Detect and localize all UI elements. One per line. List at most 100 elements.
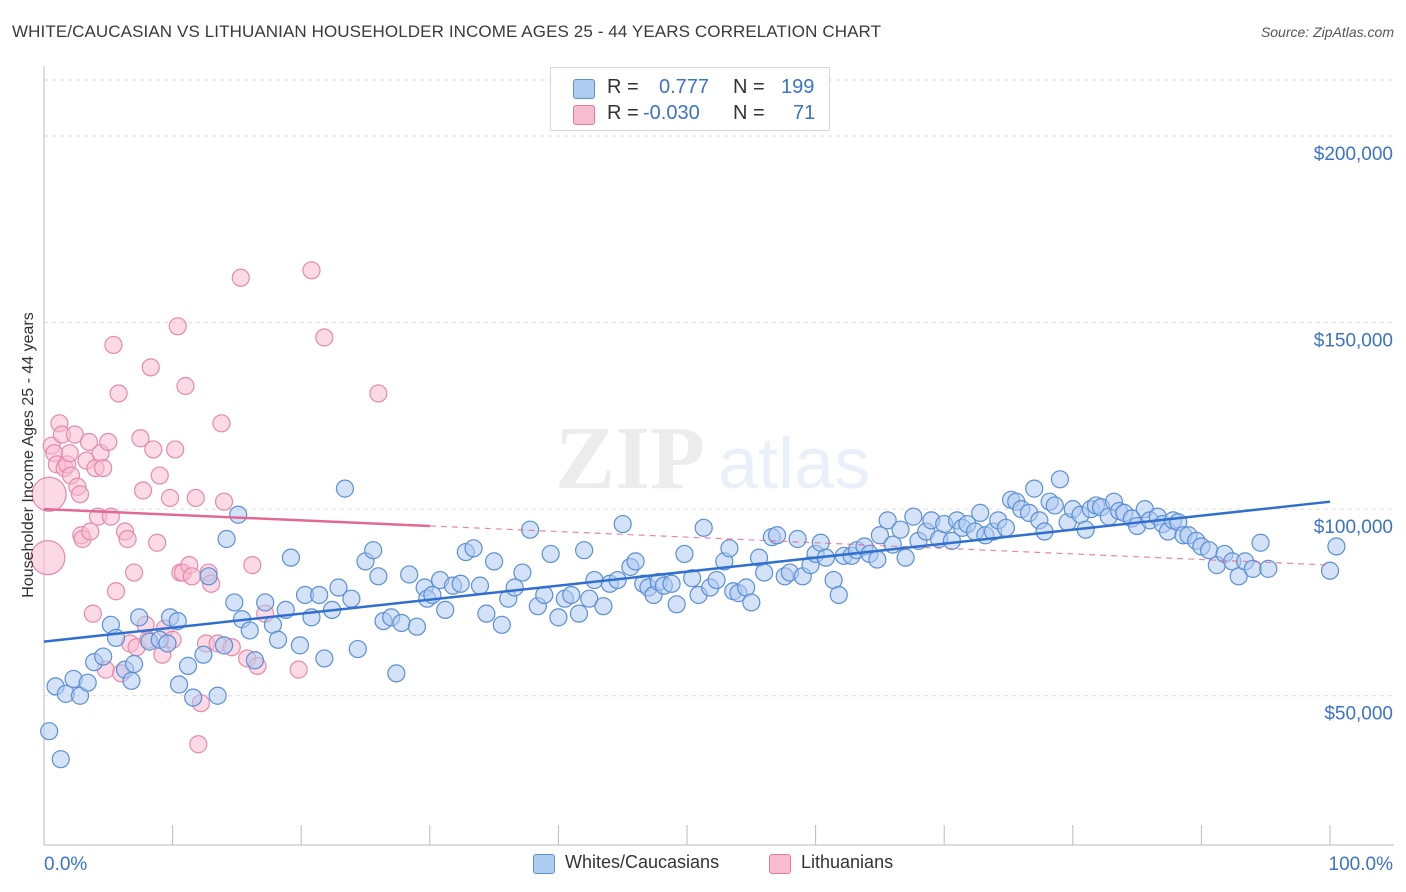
whites-point: [94, 647, 113, 666]
whites-point: [477, 604, 496, 623]
whites-point: [407, 617, 427, 636]
whites-point: [829, 585, 848, 605]
whites-point: [168, 611, 187, 631]
whites-point: [1045, 496, 1064, 515]
whites-point: [329, 578, 348, 597]
whites-point: [208, 686, 227, 705]
lithuanians-point: [189, 735, 208, 754]
whites-point: [896, 548, 915, 567]
whites-point: [1025, 479, 1044, 498]
whites-point: [240, 621, 259, 640]
whites-point: [217, 529, 236, 549]
whites-point: [594, 597, 613, 616]
whites-point: [971, 503, 990, 522]
lithuanians-point: [214, 492, 234, 511]
whites-point: [40, 722, 59, 741]
whites-point: [169, 675, 189, 694]
x-tick-label-start: 0.0%: [44, 854, 87, 875]
legend-n-label-whites: N =: [733, 76, 765, 98]
lithuanians-point: [109, 384, 128, 403]
whites-point: [178, 656, 198, 675]
whites-point: [492, 615, 511, 634]
whites-point: [290, 636, 310, 655]
lithuanians-point: [166, 440, 185, 459]
y-tick-label: $100,000: [1314, 517, 1393, 538]
lithuanians-point: [141, 358, 160, 377]
whites-point: [562, 585, 581, 605]
whites-point: [1050, 470, 1070, 489]
whites-point: [549, 608, 568, 627]
lithuanians-point: [186, 488, 205, 508]
whites-point: [662, 574, 681, 593]
y-tick-labels: $50,000 $100,000 $150,000 $200,000: [1314, 144, 1393, 725]
lithuanians-point: [168, 317, 187, 336]
legend-n-label-lithuanians: N =: [733, 102, 765, 124]
x-tick-labels: 0.0% 100.0%: [44, 854, 1393, 875]
watermark: ZIP atlas: [555, 409, 870, 508]
lithuanians-trend-dashed: [429, 525, 1331, 566]
whites-point: [310, 585, 329, 605]
whites-point: [124, 654, 144, 674]
whites-point: [626, 552, 645, 571]
lithuanians-point: [118, 529, 137, 549]
whites-point: [364, 541, 383, 560]
whites-point: [400, 565, 419, 584]
whites-point: [868, 550, 887, 569]
whites-point: [392, 613, 411, 633]
lithuanians-point: [369, 384, 388, 403]
x-tick-label-end: 100.0%: [1329, 854, 1394, 875]
y-tick-label: $200,000: [1314, 144, 1393, 165]
whites-point: [878, 511, 897, 530]
lithuanians-point: [315, 328, 334, 347]
whites-point: [580, 589, 599, 608]
source-label: Source: ZipAtlas.com: [1260, 24, 1394, 40]
legend-n-value-whites: 199: [781, 76, 815, 98]
lithuanians-point: [94, 458, 113, 478]
bottom-legend-swatch-lithuanians: [769, 854, 791, 874]
legend-n-value-lithuanians: 71: [793, 102, 816, 124]
whites-point: [451, 574, 470, 593]
whites-point: [51, 750, 70, 769]
lithuanians-point: [144, 440, 163, 459]
whites-point: [870, 526, 890, 545]
whites-point: [387, 664, 406, 683]
bottom-legend-label-whites: Whites/Caucasians: [565, 852, 720, 872]
lithuanians-point: [79, 432, 99, 452]
legend-swatch-lithuanians: [573, 105, 595, 125]
legend-r-label-whites: R =: [607, 76, 639, 98]
legend-swatch-whites: [573, 79, 595, 99]
y-tick-label: $50,000: [1324, 704, 1393, 725]
lithuanians-point: [99, 432, 118, 452]
lithuanians-point: [31, 476, 67, 512]
whites-point: [229, 505, 248, 524]
correlation-legend: R = 0.777 N = 199 R = -0.030 N = 71: [550, 67, 830, 131]
whites-point: [1200, 541, 1219, 560]
lithuanians-point: [160, 488, 180, 508]
whites-point: [436, 600, 455, 620]
whites-point: [256, 593, 275, 612]
whites-point: [575, 541, 594, 560]
whites-point: [245, 651, 265, 670]
lithuanians-point: [124, 563, 144, 582]
lithuanians-points: [30, 261, 388, 754]
whites-point: [569, 604, 589, 623]
lithuanians-point: [212, 414, 231, 433]
legend-r-value-whites: 0.777: [659, 76, 710, 98]
whites-point: [369, 567, 388, 586]
whites-point: [194, 645, 213, 664]
whites-point: [225, 593, 244, 612]
whites-point: [707, 570, 726, 590]
lithuanians-point: [65, 425, 84, 444]
whites-point: [342, 589, 361, 608]
whites-point: [268, 630, 288, 649]
whites-point: [130, 608, 149, 627]
lithuanians-point: [83, 604, 102, 623]
whites-point: [1259, 559, 1278, 578]
trend-lines: [43, 500, 1331, 643]
whites-point: [891, 520, 910, 539]
whites-point: [675, 544, 694, 564]
whites-point: [485, 552, 504, 571]
whites-point: [720, 539, 739, 558]
whites-point: [315, 649, 334, 668]
lithuanians-point: [104, 335, 123, 355]
